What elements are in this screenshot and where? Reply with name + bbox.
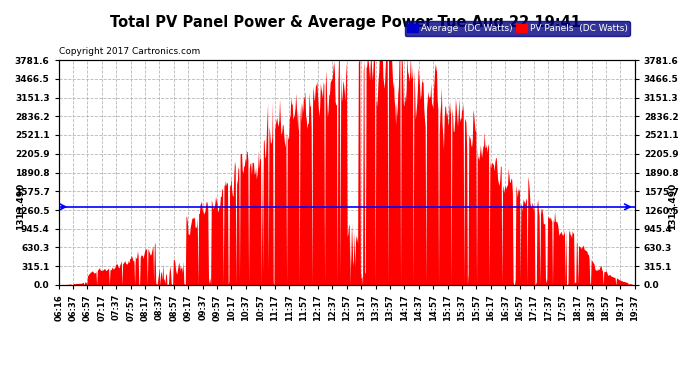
Text: 1313.490: 1313.490 <box>668 183 678 231</box>
Text: 1313.490: 1313.490 <box>16 183 26 231</box>
Text: Copyright 2017 Cartronics.com: Copyright 2017 Cartronics.com <box>59 47 200 56</box>
Legend: Average  (DC Watts), PV Panels  (DC Watts): Average (DC Watts), PV Panels (DC Watts) <box>404 21 630 36</box>
Text: Total PV Panel Power & Average Power Tue Aug 22 19:41: Total PV Panel Power & Average Power Tue… <box>110 15 580 30</box>
